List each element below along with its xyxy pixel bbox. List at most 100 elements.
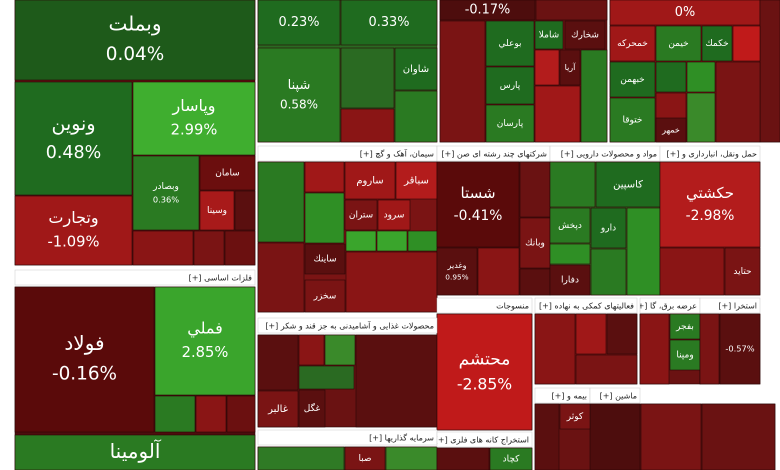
group-header[interactable] (436, 431, 533, 448)
tile (344, 199, 378, 231)
tile (257, 390, 299, 428)
tile-name: غالبر (267, 404, 288, 415)
group-title[interactable]: استخراج کانه های فلزی [+] (435, 436, 529, 445)
tile (199, 190, 235, 231)
tile-filler (257, 446, 345, 470)
group-title[interactable]: ماشين [+] (600, 392, 637, 401)
tile-filler (535, 0, 608, 21)
tile-name: وسينا (207, 206, 227, 216)
tile (590, 207, 627, 249)
tile-filler (132, 230, 194, 266)
tile-filler (575, 354, 638, 385)
tile (655, 25, 702, 62)
group-title[interactable]: بيمه و [+] (552, 392, 587, 401)
tile (14, 0, 256, 81)
tile (344, 161, 396, 200)
tile-name: شخارك (571, 31, 599, 41)
tile-filler (519, 268, 551, 296)
tile-name: شاملا (539, 31, 559, 41)
group-header[interactable] (589, 387, 641, 404)
group-title[interactable]: فعالیتهای کمکی به نهاده [+] (539, 302, 634, 311)
tile-filler (575, 313, 607, 355)
tile-filler (195, 395, 227, 433)
tile-name: دارو (600, 224, 616, 234)
group-header[interactable] (14, 269, 256, 286)
tile-change: 0% (675, 5, 695, 20)
tile (436, 313, 533, 431)
group-header[interactable] (436, 297, 533, 314)
tile-filler (340, 47, 395, 109)
tile-filler (686, 61, 716, 93)
tile-name: بفجر (675, 322, 694, 332)
tile-name: دپخش (558, 221, 582, 231)
tile (340, 0, 438, 46)
tile-filler (655, 61, 687, 93)
tile-name: وغدير (447, 261, 467, 270)
tile-filler (606, 313, 638, 355)
tile-name: خمهر (661, 126, 680, 135)
group-title[interactable]: سرمایه گذاریها [+] (369, 433, 434, 443)
tile-filler (298, 334, 325, 366)
tile-change: -0.41% (454, 208, 503, 224)
tile-filler (639, 313, 670, 385)
tile-name: فولاد (64, 331, 104, 355)
group-title[interactable]: شرکتهای چند رشته ای صن [+] (441, 150, 547, 159)
tile-name: وپاسار (171, 96, 215, 116)
tile (436, 161, 520, 248)
tile-filler (226, 395, 256, 433)
tile-filler (640, 403, 702, 470)
tile-filler (580, 49, 608, 143)
group-title[interactable]: سیمان، آهک و گچ [+] (360, 149, 434, 159)
tile (549, 264, 591, 296)
group-title[interactable]: عرضه برق، گا [+] (634, 301, 697, 311)
tile-name: خيمن (668, 39, 688, 49)
group-header[interactable] (659, 145, 761, 162)
tile (436, 247, 478, 296)
tile-filler (626, 207, 661, 296)
tile-name: پارسان (497, 119, 524, 129)
tile-change: 0.33% (369, 15, 410, 30)
tile-filler (701, 403, 776, 470)
tile-change: 0.48% (46, 143, 102, 163)
tile-name: سخزر (313, 292, 337, 302)
tile-name: آريا (565, 62, 577, 72)
tile-name: شستا (460, 184, 495, 202)
tile (719, 313, 761, 385)
tile-filler (534, 403, 560, 470)
tile-filler (385, 446, 438, 470)
tile (199, 155, 256, 191)
tile-change: -2.98% (686, 208, 735, 224)
group-header[interactable] (699, 297, 761, 314)
tile-filler (436, 447, 490, 470)
tile-name: ساينك (313, 255, 336, 265)
group-title[interactable]: استخرا [+] (718, 302, 757, 311)
tile-name: حكشتي (686, 184, 734, 203)
tile-filler (589, 403, 641, 470)
group-header[interactable] (257, 317, 438, 334)
tile-filler (257, 242, 305, 313)
tile (304, 279, 346, 313)
tile-name: خمحركه (617, 39, 648, 49)
tile-filler (257, 161, 305, 243)
group-title[interactable]: منسوجات (496, 302, 529, 311)
tile-filler (534, 49, 560, 86)
tile-filler (659, 247, 725, 296)
tile (655, 117, 687, 143)
tile-change: 0.36% (153, 194, 179, 204)
tile-filler (732, 25, 761, 62)
tile-filler (549, 161, 596, 208)
group-title[interactable]: حمل ونقل، انبارداری و [+] (667, 150, 758, 159)
tile (394, 47, 438, 91)
group-title[interactable]: محصولات غذایی و آشامیدنی به جز قند و شکر… (265, 321, 434, 331)
tile-name: محتشم (459, 349, 511, 369)
tile (701, 25, 733, 62)
tile-filler (355, 334, 438, 428)
group-title[interactable]: مواد و محصولات دارویی [+] (561, 150, 657, 159)
tile-name: صبا (358, 454, 371, 464)
group-header[interactable] (534, 297, 638, 314)
tile-filler (394, 90, 438, 143)
tile (564, 20, 606, 50)
tile (595, 161, 661, 208)
group-title[interactable]: فلزات اساسی [+] (189, 274, 253, 283)
tile (257, 47, 341, 143)
